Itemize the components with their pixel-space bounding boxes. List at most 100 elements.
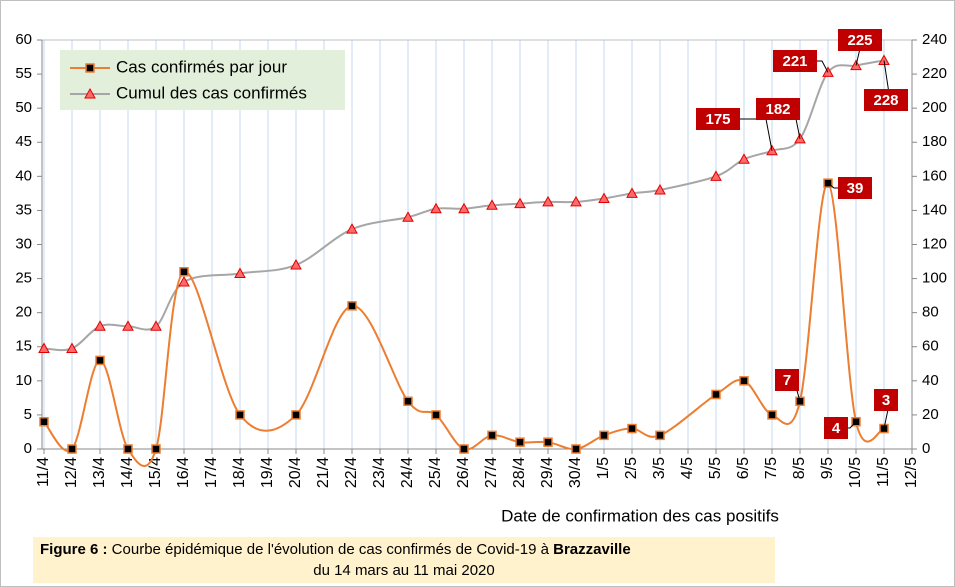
x-tick-label: 1/5 xyxy=(595,457,612,479)
marker xyxy=(291,410,301,420)
marker xyxy=(346,223,358,234)
callout-box xyxy=(864,89,908,111)
y2-tick-label: 180 xyxy=(922,133,947,150)
y-tick-label: 55 xyxy=(15,65,32,82)
x-tick-label: 20/4 xyxy=(287,457,304,488)
x-tick-label: 19/4 xyxy=(259,457,276,488)
y-tick-label: 0 xyxy=(24,440,32,457)
x-tick-label: 28/4 xyxy=(511,457,528,488)
y-tick-label: 40 xyxy=(15,167,32,184)
y2-tick-label: 240 xyxy=(922,31,947,48)
y-tick-label: 15 xyxy=(15,338,32,355)
y2-tick-label: 40 xyxy=(922,372,939,389)
caption: Figure 6 : Courbe épidémique de l'évolut… xyxy=(40,541,631,558)
y2-tick-label: 120 xyxy=(922,235,947,252)
x-tick-label: 21/4 xyxy=(315,457,332,488)
x-tick-label: 13/4 xyxy=(91,457,108,488)
marker xyxy=(459,444,469,454)
data-label: 7 xyxy=(783,372,791,389)
x-tick-label: 23/4 xyxy=(371,457,388,488)
marker xyxy=(178,275,190,287)
x-tick-label: 22/4 xyxy=(343,457,360,488)
callout-box xyxy=(874,389,898,411)
y2-tick-label: 140 xyxy=(922,201,947,218)
marker xyxy=(403,396,413,407)
x-axis-title: Date de confirmation des cas positifs xyxy=(501,506,779,525)
marker xyxy=(767,410,777,420)
legend-marker xyxy=(84,87,96,99)
data-label: 39 xyxy=(847,180,864,197)
marker xyxy=(95,355,105,366)
x-tick-label: 7/5 xyxy=(763,457,780,479)
caption-text: Courbe épidémique de l'évolution de cas … xyxy=(108,541,554,558)
legend-label: Cas confirmés par jour xyxy=(116,57,287,76)
marker xyxy=(402,211,414,222)
data-label: 225 xyxy=(847,32,872,49)
marker xyxy=(542,195,554,207)
y-tick-label: 10 xyxy=(15,372,32,389)
x-tick-label: 11/4 xyxy=(35,457,52,487)
y-tick-label: 45 xyxy=(15,133,32,150)
y2-tick-label: 220 xyxy=(922,65,947,82)
x-tick-label: 2/5 xyxy=(623,457,640,479)
x-tick-label: 14/4 xyxy=(119,457,136,488)
marker xyxy=(486,199,498,210)
x-tick-label: 9/5 xyxy=(819,457,836,479)
marker xyxy=(179,267,189,277)
marker xyxy=(123,444,133,454)
data-label: 182 xyxy=(765,101,790,118)
y2-tick-label: 60 xyxy=(922,338,939,355)
marker xyxy=(738,153,750,164)
y-tick-label: 25 xyxy=(15,270,32,287)
marker xyxy=(514,197,526,209)
x-tick-label: 30/4 xyxy=(567,457,584,488)
x-tick-label: 6/5 xyxy=(735,457,752,479)
marker xyxy=(627,423,637,434)
x-tick-label: 26/4 xyxy=(455,457,472,488)
legend-marker xyxy=(85,63,95,73)
marker xyxy=(234,267,246,278)
x-tick-label: 16/4 xyxy=(175,457,192,488)
y2-tick-label: 100 xyxy=(922,270,947,287)
marker xyxy=(878,54,890,65)
data-label: 221 xyxy=(782,53,807,70)
y2-tick-label: 80 xyxy=(922,304,939,321)
marker xyxy=(571,444,581,454)
data-label: 175 xyxy=(705,111,730,128)
x-tick-label: 18/4 xyxy=(231,457,248,488)
x-tick-label: 12/4 xyxy=(63,457,80,488)
marker xyxy=(38,342,50,353)
y2-tick-label: 200 xyxy=(922,99,947,116)
marker xyxy=(739,376,749,386)
marker xyxy=(487,430,497,441)
marker xyxy=(347,301,357,311)
callout-box xyxy=(696,108,740,130)
callout-box xyxy=(838,177,872,199)
y2-tick-label: 0 xyxy=(922,440,930,457)
caption-label: Figure 6 : xyxy=(40,541,108,558)
y-tick-label: 50 xyxy=(15,99,32,116)
marker xyxy=(655,430,665,441)
x-tick-label: 17/4 xyxy=(203,457,220,488)
legend-box xyxy=(60,50,345,110)
marker xyxy=(458,202,470,214)
x-tick-label: 5/5 xyxy=(707,457,724,479)
marker xyxy=(94,320,106,331)
marker xyxy=(431,410,441,420)
x-tick-label: 3/5 xyxy=(651,457,668,479)
x-tick-label: 12/5 xyxy=(903,457,920,488)
x-tick-label: 15/4 xyxy=(147,457,164,488)
x-tick-label: 4/5 xyxy=(679,457,696,479)
marker xyxy=(430,202,442,214)
marker xyxy=(290,258,302,270)
marker xyxy=(598,192,610,203)
data-label: 3 xyxy=(882,392,890,409)
y-tick-label: 5 xyxy=(24,406,32,423)
marker xyxy=(151,444,161,454)
x-tick-label: 24/4 xyxy=(399,457,416,488)
marker xyxy=(150,320,162,331)
callout-box xyxy=(756,98,800,120)
x-tick-label: 11/5 xyxy=(875,457,892,487)
marker xyxy=(235,410,245,420)
